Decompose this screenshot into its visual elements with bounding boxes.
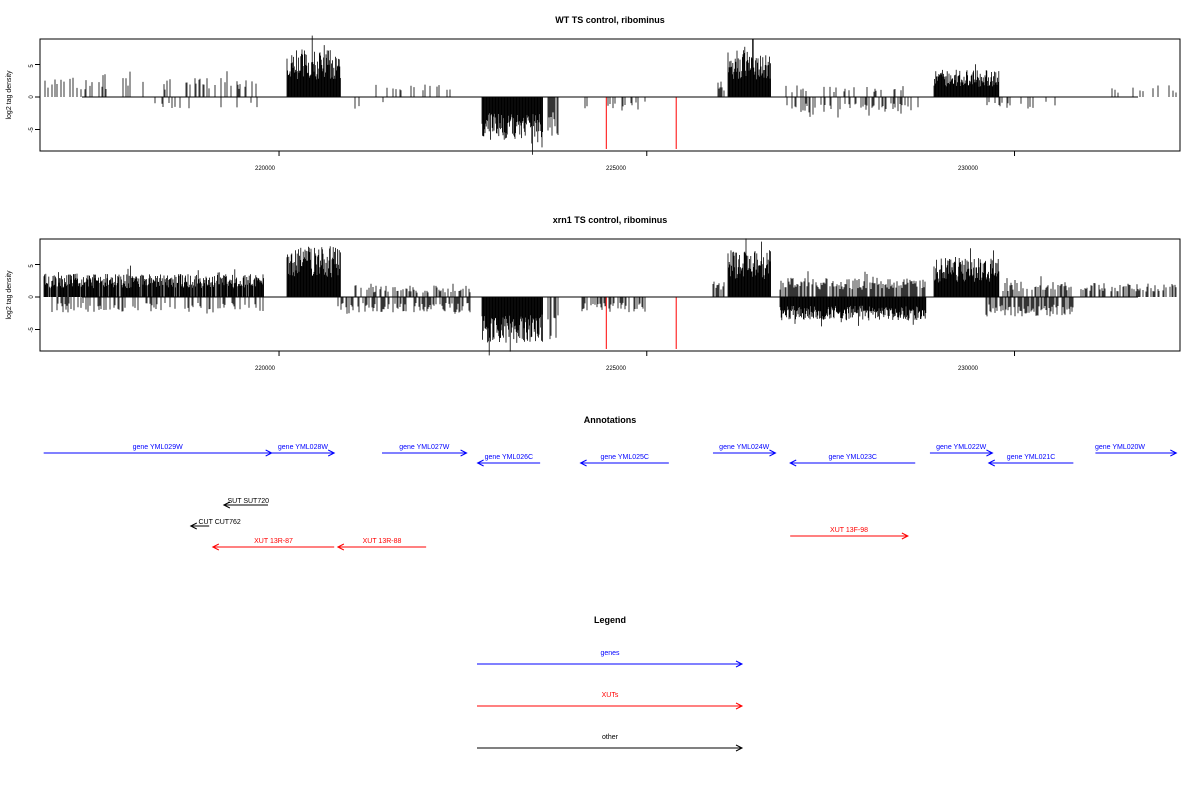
annotation-label: gene YML024W [719, 444, 769, 451]
annotations-panel: Annotations gene YML029W gene YML028W gene… [43, 415, 1178, 551]
y-axis-label: log2 tag density [6, 270, 13, 320]
annotation-label: XUT 13R-87 [254, 538, 293, 545]
arrowhead-icon [769, 449, 777, 457]
arrowhead-icon [735, 702, 744, 710]
annotation-gene-yml023c: gene YML023C [789, 454, 916, 467]
arrowhead-icon [460, 449, 468, 457]
legend-title: Legend [594, 615, 626, 625]
annotation-xut-13f-98: XUT 13F-98 [790, 527, 909, 540]
plot-frame [39, 238, 1181, 352]
annotation-xut-13r-87: XUT 13R-87 [211, 538, 335, 551]
arrowhead-icon [579, 459, 587, 467]
plot-frame [39, 38, 1181, 152]
annotation-label: gene YML023C [828, 454, 877, 461]
annotation-gene-yml028w: gene YML028W [271, 444, 336, 457]
annotation-gene-yml024w: gene YML024W [712, 444, 777, 457]
y-axis-label: log2 tag density [6, 70, 13, 120]
arrowhead-icon [735, 744, 744, 752]
legend-item-genes: genes [477, 650, 744, 668]
legend-item-other: other [477, 734, 744, 752]
arrowhead-icon [476, 459, 484, 467]
y-tick-label: 5 [29, 264, 35, 268]
y-axis: 5 0 -5 [29, 264, 35, 333]
annotation-gene-yml026c: gene YML026C [476, 454, 541, 467]
annotation-label: XUT 13R-88 [363, 538, 402, 545]
annotation-gene-yml029w: gene YML029W [43, 444, 273, 457]
panel-title: xrn1 TS control, ribominus [553, 215, 668, 225]
x-tick-label: 220000 [255, 366, 276, 372]
annotation-label: SUT SUT720 [228, 498, 270, 505]
x-tick-label: 225000 [606, 366, 627, 372]
arrowhead-icon [222, 501, 231, 509]
arrowhead-icon [987, 459, 995, 467]
annotation-label: gene YML026C [485, 454, 534, 461]
legend-item-xuts: XUTs [477, 692, 744, 710]
arrowhead-icon [901, 532, 909, 540]
y-axis: 5 0 -5 [29, 64, 35, 133]
annotation-label: gene YML020W [1095, 444, 1145, 451]
x-tick-label: 230000 [958, 366, 979, 372]
annotation-label: gene YML025C [600, 454, 649, 461]
wt-coverage-panel: WT TS control, ribominus log2 tag densit… [6, 15, 1181, 172]
arrowhead-icon [735, 660, 744, 668]
annotation-sut-sut720: SUT SUT720 [222, 498, 270, 509]
legend: Legend genes XUTs other [477, 615, 744, 752]
x-tick-label: 230000 [958, 166, 979, 172]
annotation-gene-yml021c: gene YML021C [987, 454, 1074, 467]
annotation-label: gene YML027W [399, 444, 449, 451]
arrowhead-icon [1170, 449, 1178, 457]
arrowhead-icon [211, 543, 220, 551]
legend-label: other [602, 734, 619, 741]
annotation-label: gene YML022W [936, 444, 986, 451]
x-axis: 220000 225000 230000 [255, 366, 979, 372]
annotation-label: gene YML029W [133, 444, 183, 451]
arrowhead-icon [189, 522, 197, 530]
x-tick-label: 225000 [606, 166, 627, 172]
arrowhead-icon [986, 449, 994, 457]
legend-label: genes [600, 650, 620, 657]
arrowhead-icon [336, 543, 345, 551]
annotation-label: CUT CUT762 [198, 519, 240, 526]
annotation-label: XUT 13F-98 [830, 527, 868, 534]
xrn1-coverage-panel: xrn1 TS control, ribominus log2 tag dens… [6, 215, 1181, 372]
legend-label: XUTs [602, 692, 619, 699]
x-axis: 220000 225000 230000 [255, 166, 979, 172]
annotations-title: Annotations [584, 415, 637, 425]
annotation-gene-yml022w: gene YML022W [929, 444, 994, 457]
annotation-gene-yml020w: gene YML020W [1095, 444, 1178, 457]
annotation-label: gene YML021C [1007, 454, 1056, 461]
annotation-gene-yml027w: gene YML027W [382, 444, 468, 457]
panel-title: WT TS control, ribominus [555, 15, 665, 25]
arrowhead-icon [327, 449, 336, 457]
y-tick-label: 0 [29, 295, 35, 299]
annotation-gene-yml025c: gene YML025C [579, 454, 669, 467]
y-tick-label: 5 [29, 64, 35, 68]
y-tick-label: -5 [29, 327, 35, 333]
annotation-xut-13r-88: XUT 13R-88 [336, 538, 427, 551]
x-tick-label: 220000 [255, 166, 276, 172]
y-tick-label: -5 [29, 127, 35, 133]
arrowhead-icon [789, 459, 797, 467]
annotation-label: gene YML028W [278, 444, 328, 451]
y-tick-label: 0 [29, 95, 35, 99]
annotation-cut-cut762: CUT CUT762 [189, 519, 241, 530]
